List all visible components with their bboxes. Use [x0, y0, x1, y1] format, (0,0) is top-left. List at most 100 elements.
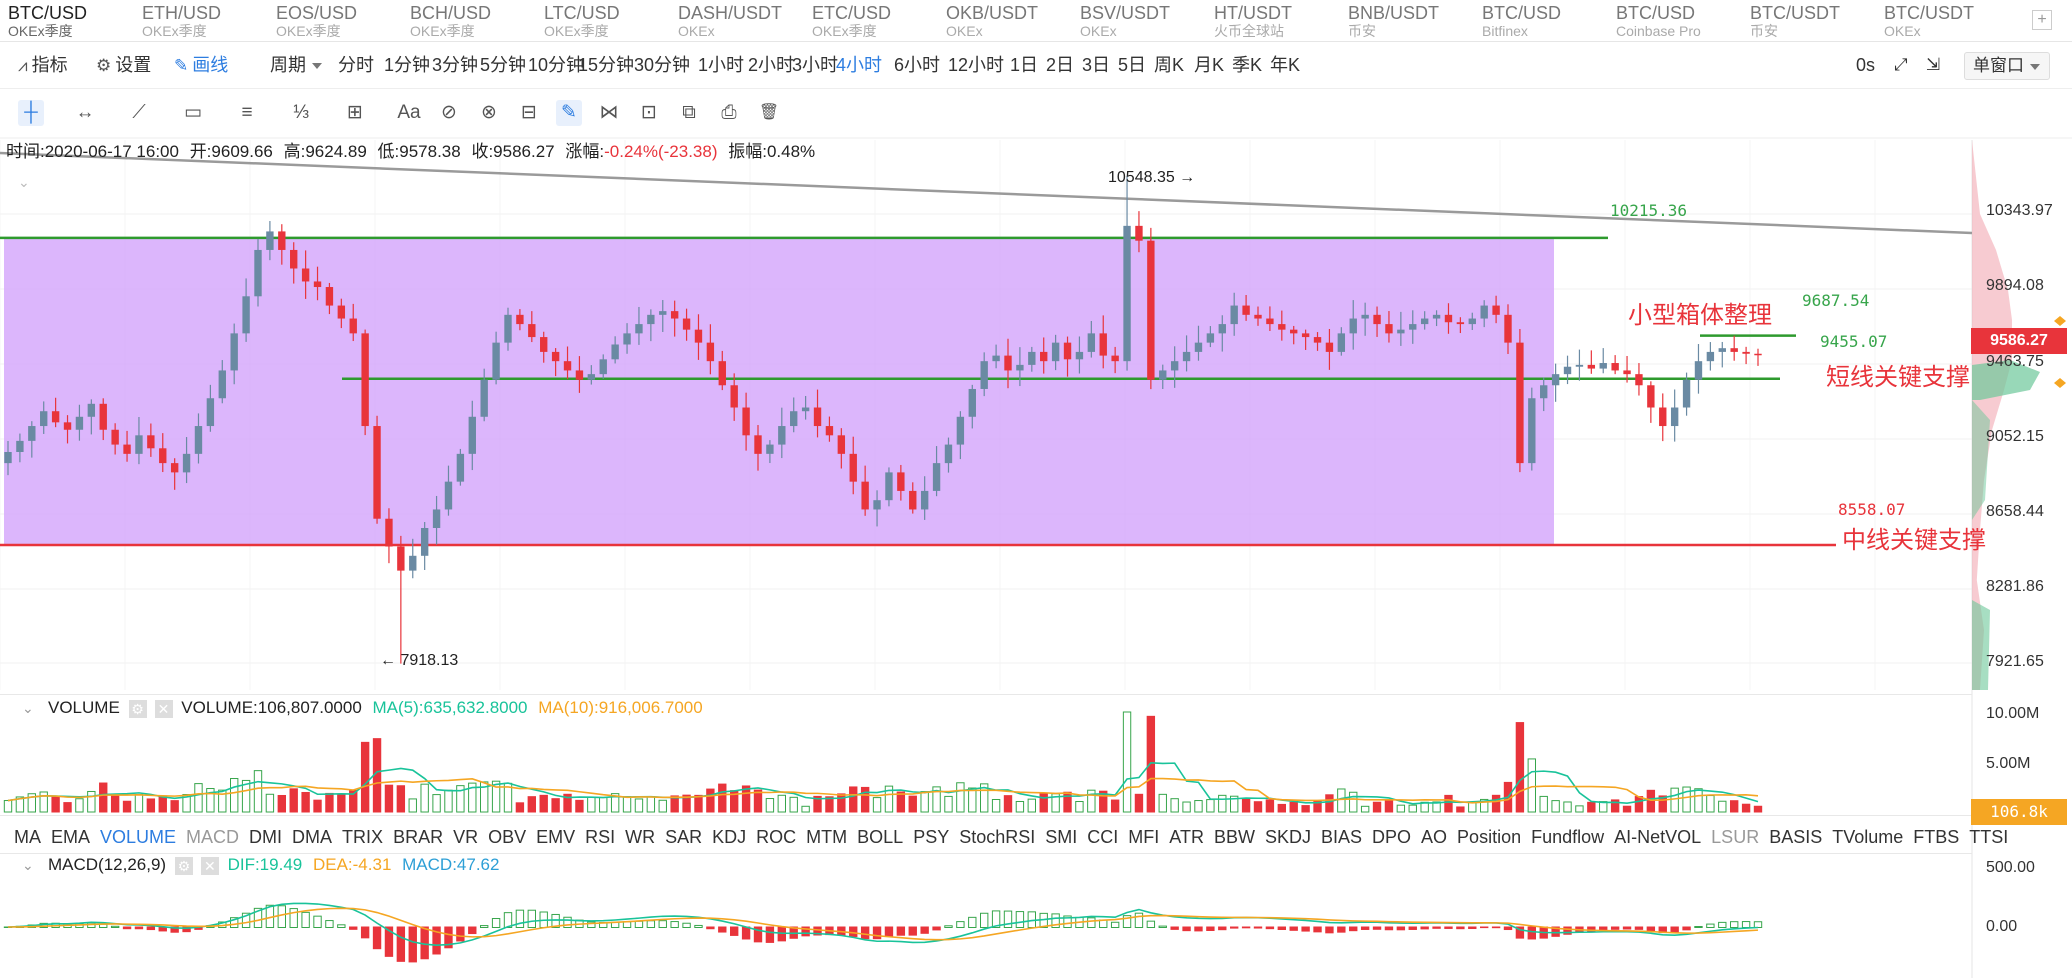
candlestick-pane[interactable]	[0, 140, 2066, 690]
indicator-option[interactable]: DMA	[292, 827, 333, 847]
indicator-option[interactable]: WR	[625, 827, 656, 847]
interval-option[interactable]: 1分钟	[384, 55, 431, 75]
indicator-option[interactable]: TVolume	[1832, 827, 1904, 847]
pane-divider[interactable]	[0, 853, 1972, 854]
collapse-chevron-icon[interactable]: ⌄	[22, 700, 34, 716]
rectangle-icon[interactable]: ▭	[184, 102, 202, 123]
consolidation-box[interactable]	[4, 237, 1554, 546]
indicator-option[interactable]: PSY	[913, 827, 950, 847]
interval-option[interactable]: 月K	[1194, 55, 1225, 75]
popout-icon[interactable]: ⇲	[1926, 55, 1941, 74]
fibonacci-icon[interactable]: ⅓	[293, 102, 309, 123]
drawing-button[interactable]: ✎ 画线	[174, 53, 228, 78]
indicator-option[interactable]: MACD	[186, 827, 240, 847]
indicator-option[interactable]: BRAR	[393, 827, 444, 847]
market-tab[interactable]: ETC/USD OKEx季度	[804, 3, 891, 39]
close-icon[interactable]: ✕	[200, 856, 219, 875]
interval-option[interactable]: 4小时	[836, 55, 883, 75]
pane-divider[interactable]	[0, 694, 1972, 695]
indicator-option[interactable]: EMV	[536, 827, 576, 847]
pen-icon[interactable]: ✎	[556, 100, 582, 126]
indicator-option[interactable]: SKDJ	[1264, 827, 1311, 847]
horizontal-ray-icon[interactable]: ↔	[75, 102, 95, 123]
interval-option[interactable]: 5日	[1118, 55, 1147, 75]
indicator-option[interactable]: AO	[1421, 827, 1448, 847]
text-icon[interactable]: Aa	[397, 102, 421, 123]
indicator-option[interactable]: BOLL	[857, 827, 904, 847]
market-tab[interactable]: OKB/USDT OKEx	[938, 3, 1038, 39]
interval-option[interactable]: 季K	[1232, 55, 1263, 75]
measure-icon[interactable]: ⊞	[347, 102, 363, 123]
interval-option[interactable]: 2小时	[748, 55, 795, 75]
macd-pane[interactable]	[3, 902, 1763, 963]
indicator-option[interactable]: RSI	[585, 827, 616, 847]
market-tab[interactable]: BSV/USDT OKEx	[1072, 3, 1170, 39]
interval-option[interactable]: 30分钟	[634, 55, 691, 75]
indicator-option[interactable]: TTSI	[1969, 827, 2009, 847]
indicator-option[interactable]: CCI	[1087, 827, 1119, 847]
market-tab[interactable]: BTC/USD Bitfinex	[1474, 3, 1561, 39]
pane-divider[interactable]	[0, 815, 1972, 816]
interval-option[interactable]: 年K	[1270, 55, 1301, 75]
market-tab[interactable]: DASH/USDT OKEx	[670, 3, 782, 39]
gear-icon[interactable]: ⚙	[174, 856, 193, 875]
indicator-option[interactable]: BIAS	[1320, 827, 1363, 847]
window-mode-select[interactable]: 单窗口	[1964, 52, 2050, 80]
interval-option[interactable]: 10分钟	[528, 55, 585, 75]
trend-line-icon[interactable]: ⟋	[132, 102, 146, 123]
add-tab-button[interactable]: +	[2032, 10, 2052, 30]
settings-button[interactable]: ⚙ 设置	[96, 53, 151, 78]
indicator-option[interactable]: FTBS	[1913, 827, 1960, 847]
market-tab[interactable]: ETH/USD OKEx季度	[134, 3, 221, 39]
interval-option[interactable]: 15分钟	[578, 55, 635, 75]
indicator-option[interactable]: VR	[453, 827, 479, 847]
indicator-option[interactable]: DMI	[249, 827, 283, 847]
parallel-channel-icon[interactable]: ≡	[241, 102, 253, 123]
indicator-option[interactable]: TRIX	[342, 827, 384, 847]
trend-line[interactable]	[0, 151, 1973, 235]
screenshot-icon[interactable]: ⎙	[721, 102, 737, 123]
indicator-option[interactable]: KDJ	[712, 827, 747, 847]
collapse-chevron-icon[interactable]: ⌄	[18, 174, 30, 190]
lock-icon[interactable]: ⊡	[641, 102, 657, 123]
indicators-button[interactable]: ⩘ 指标	[18, 53, 68, 78]
interval-option[interactable]: 3日	[1082, 55, 1111, 75]
indicator-option[interactable]: EMA	[51, 827, 91, 847]
indicator-option[interactable]: StochRSI	[959, 827, 1036, 847]
indicator-option[interactable]: BBW	[1213, 827, 1255, 847]
market-tab[interactable]: EOS/USD OKEx季度	[268, 3, 357, 39]
trash-icon[interactable]: 🗑	[758, 104, 780, 121]
indicator-option[interactable]: MA	[14, 827, 41, 847]
interval-option[interactable]: 2日	[1046, 55, 1075, 75]
market-tab[interactable]: BNB/USDT 币安	[1340, 3, 1439, 39]
indicator-option[interactable]: ROC	[756, 827, 797, 847]
interval-option[interactable]: 1日	[1010, 55, 1039, 75]
indicator-option[interactable]: MFI	[1128, 827, 1160, 847]
interval-option[interactable]: 周K	[1154, 55, 1185, 75]
brush-icon[interactable]: ⊘	[441, 102, 457, 123]
close-icon[interactable]: ✕	[154, 699, 173, 718]
indicator-option[interactable]: MTM	[806, 827, 848, 847]
indicator-option[interactable]: OBV	[488, 827, 527, 847]
indicator-option[interactable]: VOLUME	[100, 827, 177, 847]
indicator-option[interactable]: BASIS	[1769, 827, 1823, 847]
indicator-option[interactable]: SAR	[665, 827, 703, 847]
market-tab[interactable]: BTC/USDT OKEx	[1876, 3, 1974, 39]
interval-option[interactable]: 3小时	[792, 55, 839, 75]
indicator-option[interactable]: Fundflow	[1531, 827, 1605, 847]
indicator-option[interactable]: AI-NetVOL	[1614, 827, 1702, 847]
indicator-option[interactable]: SMI	[1045, 827, 1078, 847]
market-tab[interactable]: BTC/USDT 币安	[1742, 3, 1840, 39]
interval-option[interactable]: 12小时	[948, 55, 1005, 75]
interval-option[interactable]: 分时	[338, 55, 374, 75]
indicator-option[interactable]: DPO	[1372, 827, 1412, 847]
market-tab[interactable]: BTC/USD OKEx季度	[0, 3, 87, 39]
market-tab[interactable]: BTC/USD Coinbase Pro	[1608, 3, 1701, 39]
period-dropdown[interactable]: 周期	[270, 53, 322, 77]
fullscreen-icon[interactable]: ⤢	[1894, 55, 1908, 74]
interval-option[interactable]: 5分钟	[480, 55, 527, 75]
ruler-icon[interactable]: ⊟	[521, 102, 537, 123]
volume-pane[interactable]	[3, 711, 1763, 813]
indicator-option[interactable]: ATR	[1169, 827, 1204, 847]
indicator-option[interactable]: Position	[1457, 827, 1522, 847]
